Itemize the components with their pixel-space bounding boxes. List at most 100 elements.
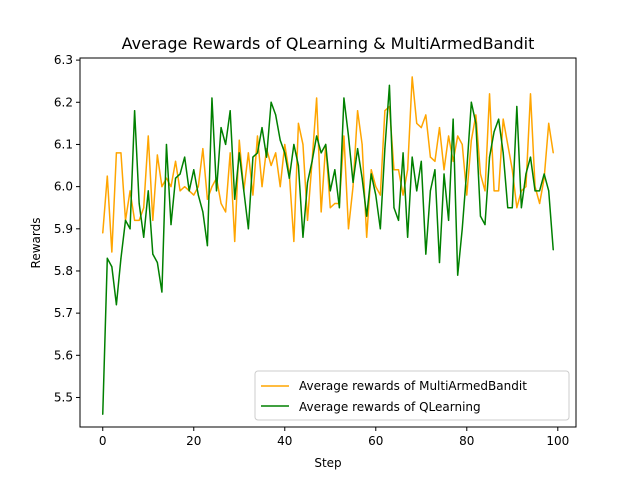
data-point [384, 110, 386, 112]
legend-box [254, 370, 570, 421]
data-point [552, 152, 554, 154]
data-point [234, 198, 236, 200]
data-point [138, 219, 140, 221]
data-point [134, 219, 136, 221]
data-point [420, 160, 422, 162]
data-point [548, 122, 550, 124]
data-point [206, 245, 209, 247]
chart-title: Average Rewards of QLearning & MultiArme… [122, 34, 535, 53]
data-point [188, 190, 190, 192]
data-point [466, 169, 468, 171]
data-point [161, 291, 163, 293]
data-point [316, 97, 318, 99]
data-point [202, 148, 204, 150]
data-point [120, 257, 122, 259]
data-point [106, 257, 108, 259]
data-point [293, 143, 295, 146]
data-point [279, 139, 281, 141]
data-point [352, 181, 354, 184]
data-point [247, 152, 249, 154]
data-point [320, 211, 322, 213]
data-point [297, 164, 300, 167]
data-point [202, 211, 204, 213]
data-point [179, 173, 181, 175]
data-point [129, 228, 131, 230]
y-axis-label: Rewards [29, 218, 43, 269]
data-point [520, 207, 522, 209]
data-point [143, 207, 145, 209]
y-axis-ticks: 5.5 5.6 5.7 5.8 5.9 6.0 6.1 6.2 6.3 [54, 53, 80, 404]
y-tick-label: 5.6 [54, 348, 73, 362]
series-points-1 [102, 84, 554, 415]
data-point [334, 202, 336, 205]
data-point [170, 186, 172, 188]
data-point [452, 160, 454, 162]
data-point [152, 219, 154, 221]
data-point [343, 97, 345, 99]
y-tick-label: 5.7 [54, 306, 73, 320]
data-point [161, 186, 163, 188]
data-point [379, 228, 381, 230]
data-point [457, 274, 459, 276]
data-point [279, 186, 281, 188]
data-point [516, 207, 518, 209]
data-point [438, 126, 441, 129]
data-point [488, 156, 491, 158]
data-point [261, 186, 263, 188]
data-point [316, 135, 318, 137]
data-point [197, 194, 199, 196]
plot-frame [79, 57, 577, 428]
data-point [493, 131, 495, 133]
x-tick-label: 0 [99, 434, 107, 448]
data-point [352, 186, 354, 188]
data-point [493, 190, 495, 192]
data-point [366, 236, 368, 238]
data-point [488, 93, 491, 95]
x-axis-ticks: 0 20 40 60 80 100 [99, 427, 569, 448]
data-point [275, 114, 277, 116]
data-point [102, 413, 104, 415]
y-tick-label: 6.3 [54, 53, 73, 67]
legend-label-qlearning: Average rewards of QLearning [299, 400, 481, 414]
data-point [511, 169, 513, 171]
legend-label-multiarmedbandit: Average rewards of MultiArmedBandit [299, 379, 527, 393]
data-point [156, 261, 158, 264]
data-point [411, 76, 413, 78]
data-point [270, 101, 272, 103]
data-point [539, 202, 541, 205]
data-point [165, 143, 168, 146]
data-point [179, 190, 181, 192]
data-point [416, 190, 418, 192]
data-point [375, 194, 377, 196]
data-point [529, 93, 532, 95]
data-point [484, 190, 486, 192]
data-point [543, 173, 545, 175]
data-point [370, 173, 372, 175]
data-point [115, 152, 117, 154]
data-point [211, 186, 213, 188]
data-point [334, 169, 336, 171]
data-point [343, 135, 345, 137]
data-point [461, 228, 463, 230]
data-point [338, 207, 340, 209]
data-point [106, 175, 108, 177]
data-point [170, 223, 172, 226]
data-point [366, 215, 368, 217]
data-point [479, 215, 482, 217]
data-point [297, 122, 300, 124]
y-tick-label: 6.1 [54, 137, 73, 151]
data-point [229, 152, 231, 154]
data-point [256, 135, 259, 137]
data-point [252, 156, 254, 158]
data-point [134, 110, 136, 112]
data-point [484, 223, 486, 226]
data-point [393, 207, 395, 209]
legend: Average rewards of MultiArmedBandit Aver… [254, 370, 570, 421]
data-point [120, 152, 122, 154]
data-point [443, 173, 445, 175]
data-point [356, 110, 359, 112]
data-point [102, 232, 104, 234]
data-point [525, 186, 527, 188]
data-point [525, 173, 527, 175]
data-point [174, 177, 177, 179]
